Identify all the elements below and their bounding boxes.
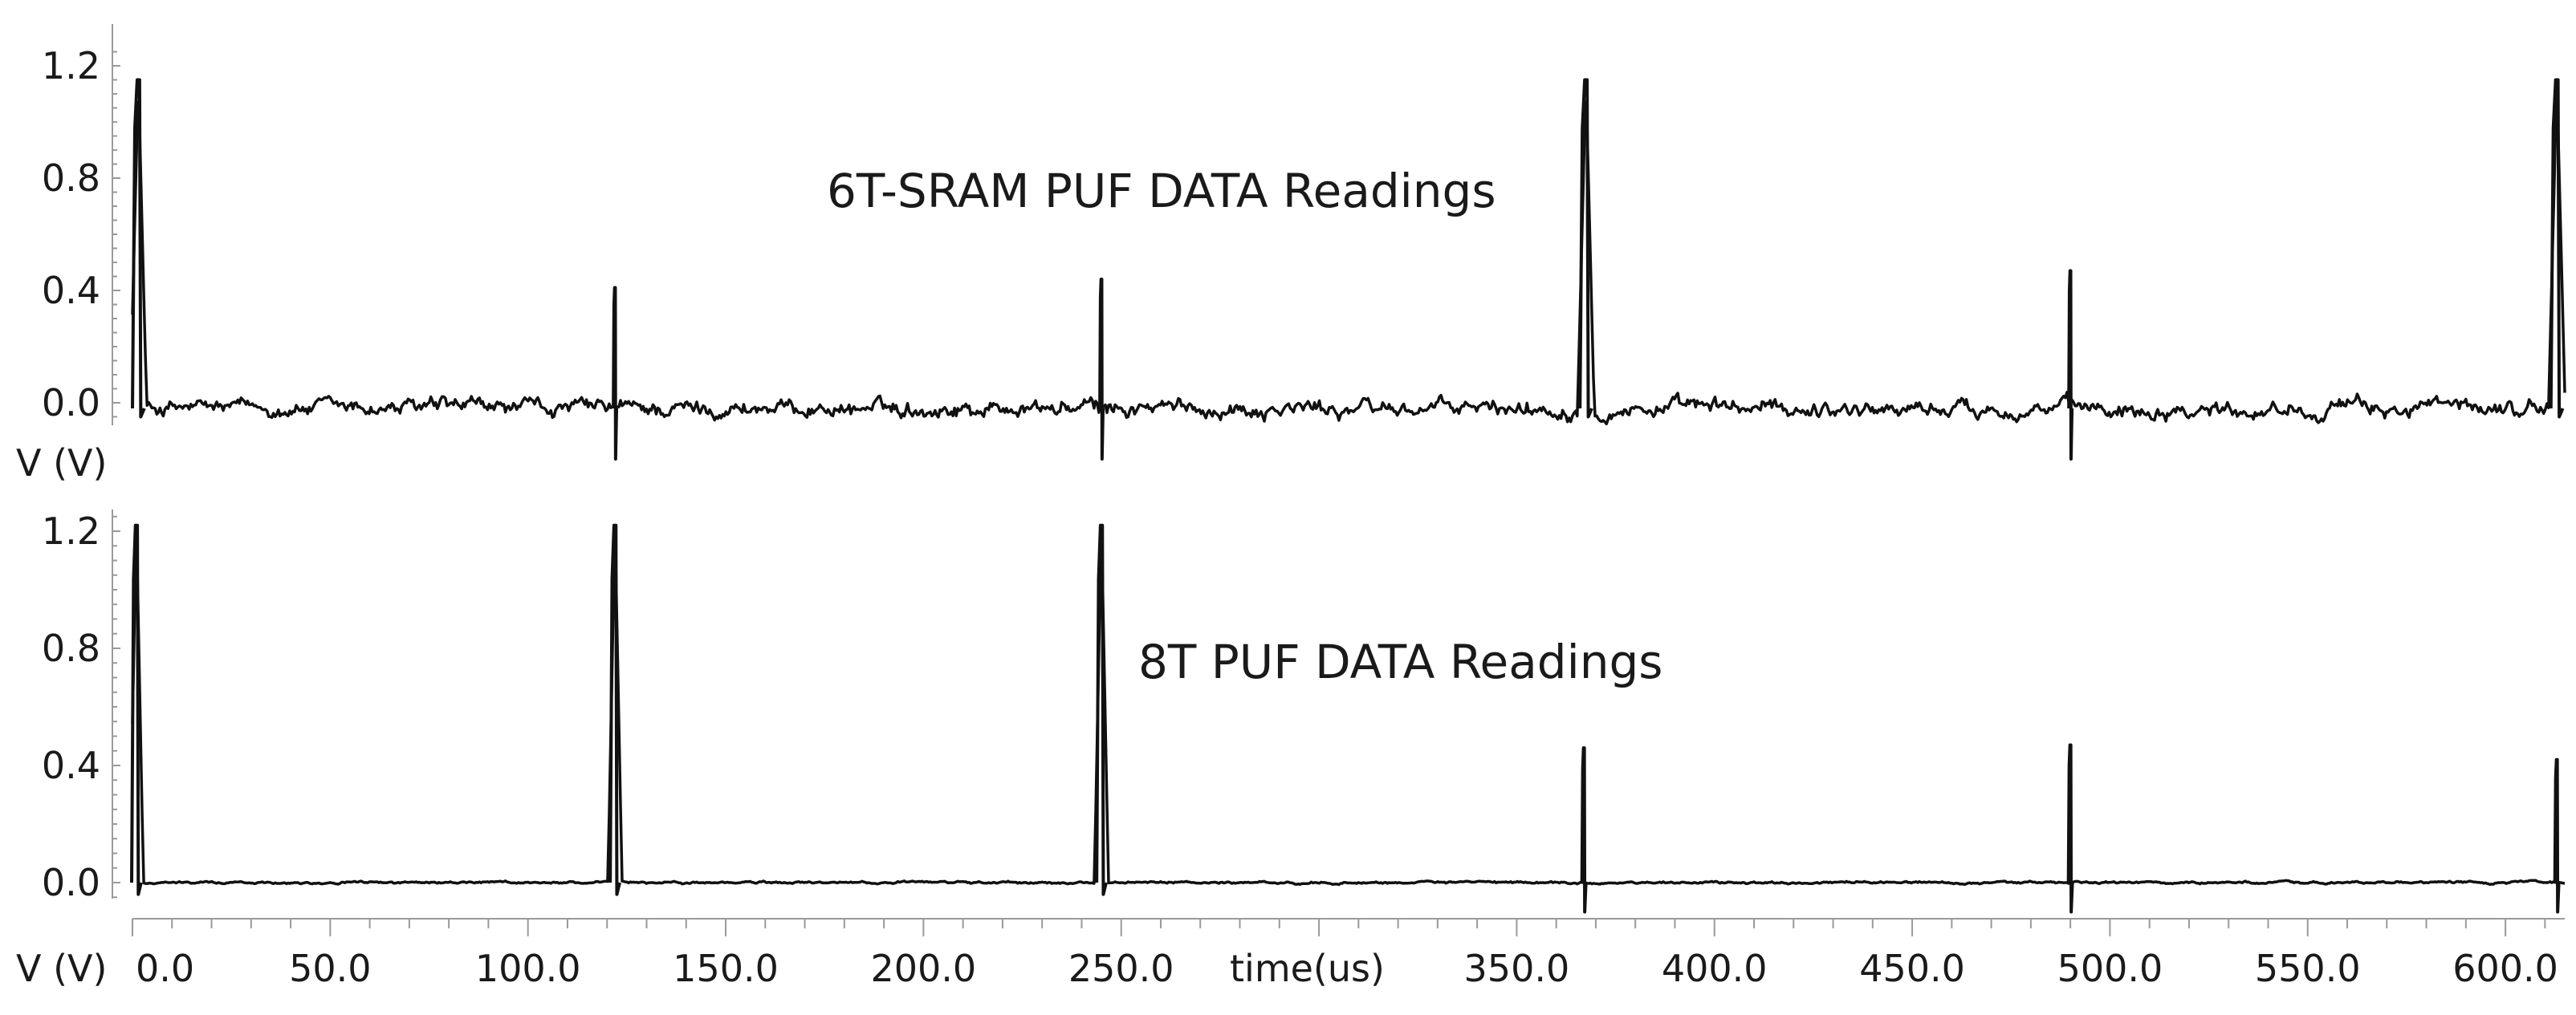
x-tick-label: 500.0 [2057,947,2163,990]
spike-top-0 [131,78,146,419]
y-tick-label: 1.2 [42,510,100,553]
spike-top-3 [1578,78,1593,419]
x-tick-label: 450.0 [1859,947,1965,990]
y-tick-label: 0.8 [42,627,100,670]
x-tick-label: 0.0 [136,947,194,990]
spikes-bottom [130,523,2561,914]
x-tick-labels: 0.0 50.0 100.0 150.0 200.0 250.0 350.0 400.0 450… [136,947,2558,990]
spike-top-1 [612,286,619,461]
y-ticks-bottom [112,515,120,899]
y-tick-label: 0.4 [42,269,100,312]
spikes-top [131,78,2565,461]
chart-title-8t: 8T PUF DATA Readings [1138,635,1663,689]
x-tick-label: 100.0 [475,947,581,990]
panel-bottom: 0.0 0.4 0.8 1.2 8T PUF DATA Readings [42,510,2566,914]
spike-bottom-5 [2553,757,2561,914]
y-ticks-top [112,51,120,418]
x-tick-label: 350.0 [1464,947,1570,990]
y-tick-label: 0.8 [42,156,100,200]
x-tick-label: 550.0 [2255,947,2361,990]
x-tick-label: 50.0 [289,947,371,990]
spike-top-4 [2067,269,2074,461]
y-axis-label-bottom: V (V) [16,947,107,990]
y-tick-label: 1.2 [42,44,100,87]
series-line-6t [131,86,2566,426]
x-tick-label: 150.0 [673,947,779,990]
x-axis-label: time(us) [1230,947,1385,990]
x-tick-label: 400.0 [1662,947,1768,990]
spike-bottom-3 [1580,746,1588,914]
chart-title-6t: 6T-SRAM PUF DATA Readings [827,164,1496,218]
x-tick-label: 600.0 [2452,947,2558,990]
x-tick-label: 200.0 [871,947,977,990]
spike-bottom-4 [2066,743,2074,914]
y-tick-label: 0.0 [42,381,100,424]
spike-top-5 [2549,78,2565,419]
y-tick-label: 0.4 [42,744,100,787]
y-tick-labels-bottom: 0.0 0.4 0.8 1.2 [42,510,100,904]
y-tick-labels-top: 0.0 0.4 0.8 1.2 [42,44,100,424]
x-tick-label: 250.0 [1068,947,1174,990]
y-axis-label-top: V (V) [16,441,107,485]
series-line-8t [131,559,2566,887]
panel-top: 0.0 0.4 0.8 1.2 6T-SRAM PUF DATA Readings V… [16,24,2566,485]
spike-top-2 [1098,278,1105,461]
x-axis: 0.0 50.0 100.0 150.0 200.0 250.0 350.0 400.0 450… [16,918,2565,990]
x-ticks [132,919,2546,936]
y-tick-label: 0.0 [42,861,100,904]
